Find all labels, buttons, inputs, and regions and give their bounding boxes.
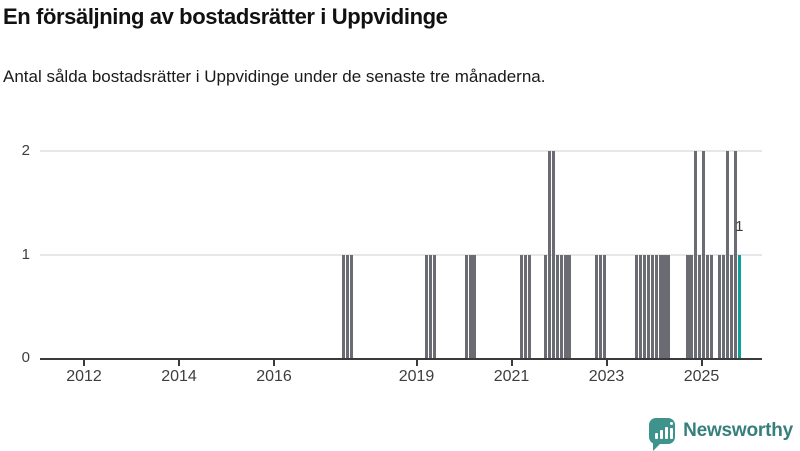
bar-2024-01 [658, 254, 662, 358]
x-axis-tick-2023 [605, 360, 608, 366]
bar-2023-08 [638, 254, 642, 358]
bar-2021-11 [555, 254, 559, 358]
bar-2023-09 [642, 254, 646, 358]
bar-2017-06 [345, 254, 350, 358]
newsworthy-logo-text: Newsworthy [683, 420, 793, 441]
bar-2019-03 [428, 254, 433, 358]
bar-2024-11 [698, 254, 702, 358]
chart-subtitle: Antal sålda bostadsrätter i Uppvidinge u… [3, 67, 546, 86]
bar-2023-07 [634, 254, 639, 358]
bar-2021-04 [527, 254, 532, 358]
bar-2024-08 [686, 254, 690, 358]
x-axis-label-2012: 2012 [66, 368, 102, 385]
bar-2025-01 [706, 254, 710, 358]
x-axis-line [40, 358, 762, 360]
bar-2020-02 [472, 254, 476, 358]
bar-2025-07 [729, 254, 734, 358]
bar-2022-09 [595, 254, 599, 358]
highlighted-bar-value-label: 1 [735, 218, 744, 235]
bar-2019-04 [432, 254, 437, 358]
bar-2024-09 [690, 254, 694, 358]
x-axis-tick-2016 [273, 360, 275, 366]
bar-2025-05 [721, 254, 726, 358]
newsworthy-bubble-chart-icon [649, 418, 676, 451]
gridline-y1 [40, 253, 762, 256]
y-axis-label-0: 0 [21, 349, 30, 366]
bar-2022-11 [603, 254, 607, 358]
bar-2021-02 [519, 254, 524, 358]
gridline-y2 [40, 150, 762, 153]
x-axis-label-2025: 2025 [683, 368, 720, 385]
bar-2017-07 [349, 254, 354, 358]
bar-2023-10 [646, 254, 650, 358]
bar-2019-12 [464, 254, 468, 358]
bar-2024-12 [702, 151, 706, 358]
chart-title: En försäljning av bostadsrätter i Uppvid… [3, 4, 448, 29]
highlighted-bar-2025-09 [737, 254, 741, 358]
y-axis-label-2: 2 [21, 142, 30, 160]
bar-2024-10 [694, 151, 698, 358]
x-axis-label-2014: 2014 [161, 368, 197, 385]
bar-2025-06 [725, 151, 730, 358]
y-axis-label-1: 1 [21, 245, 30, 263]
bar-2021-09 [547, 151, 551, 358]
bar-2025-08 [733, 151, 737, 358]
bar-2017-05 [341, 254, 346, 358]
bar-2022-10 [599, 254, 603, 358]
bar-2023-11 [650, 254, 654, 358]
bar-2019-02 [424, 254, 429, 358]
bar-2021-10 [551, 151, 555, 358]
bar-2021-08 [543, 254, 547, 358]
x-axis-label-2023: 2023 [588, 368, 625, 385]
x-axis-tick-2025 [700, 360, 703, 366]
x-axis-tick-2012 [83, 360, 85, 366]
x-axis-tick-2019 [415, 360, 418, 366]
bar-2024-03 [666, 254, 670, 358]
bar-2025-04 [717, 254, 722, 358]
newsworthy-logo[interactable]: Newsworthy [649, 418, 793, 451]
bar-2023-12 [654, 254, 658, 358]
x-axis-tick-2014 [178, 360, 180, 366]
x-axis-tick-2021 [510, 360, 513, 366]
bar-2021-12 [559, 254, 563, 358]
bar-2020-01 [468, 254, 472, 358]
bar-2022-01 [563, 254, 567, 358]
bar-2021-03 [523, 254, 528, 358]
x-axis-label-2021: 2021 [493, 368, 530, 385]
x-axis-label-2019: 2019 [398, 368, 435, 385]
bar-2025-02 [709, 254, 714, 358]
bar-2024-02 [662, 254, 666, 358]
bar-2022-02 [567, 254, 571, 358]
x-axis-label-2016: 2016 [256, 368, 292, 385]
